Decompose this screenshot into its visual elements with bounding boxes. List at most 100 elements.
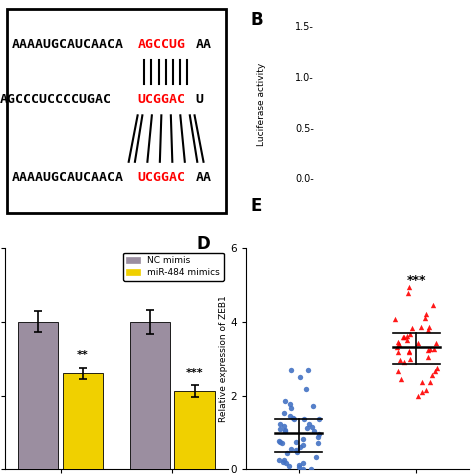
Bar	[63, 374, 103, 469]
Point	[405, 283, 413, 291]
Point	[278, 439, 286, 447]
Text: UCGGAC: UCGGAC	[137, 171, 186, 184]
Y-axis label: Relative expression of ZEB1: Relative expression of ZEB1	[219, 295, 228, 422]
Point	[277, 420, 284, 428]
Point	[429, 301, 437, 309]
Point	[282, 428, 289, 435]
Point	[392, 315, 399, 323]
Point	[292, 446, 300, 453]
Point	[394, 348, 402, 356]
Point	[431, 367, 439, 374]
Point	[286, 401, 294, 408]
Text: AAAAUGCAUCAACA: AAAAUGCAUCAACA	[11, 38, 123, 51]
Point	[299, 459, 307, 467]
Text: ***: ***	[186, 368, 203, 378]
Point	[305, 420, 312, 428]
Point	[314, 433, 322, 440]
Point	[433, 365, 441, 372]
Point	[400, 333, 408, 341]
Point	[422, 310, 430, 318]
Point	[421, 314, 429, 321]
Point	[279, 458, 287, 466]
Point	[296, 461, 303, 469]
Point	[275, 437, 283, 445]
Point	[304, 367, 311, 374]
Point	[281, 426, 289, 433]
Text: 0.0-: 0.0-	[295, 174, 314, 184]
Point	[280, 422, 287, 430]
Text: **: **	[77, 350, 89, 360]
Point	[397, 375, 405, 383]
Point	[299, 441, 307, 449]
Point	[403, 337, 410, 344]
Text: 0.5-: 0.5-	[295, 124, 314, 134]
Point	[394, 367, 402, 375]
Point	[424, 326, 432, 334]
Point	[303, 424, 310, 432]
Bar	[174, 391, 215, 469]
Point	[414, 339, 422, 347]
Point	[315, 415, 322, 423]
FancyBboxPatch shape	[7, 9, 226, 213]
Point	[290, 414, 297, 422]
Point	[276, 425, 284, 432]
Point	[293, 448, 301, 456]
Point	[308, 423, 316, 431]
Point	[281, 456, 288, 464]
Point	[287, 445, 294, 453]
Point	[405, 289, 412, 296]
Point	[300, 436, 307, 443]
Text: D: D	[197, 235, 210, 253]
Point	[407, 330, 414, 337]
Point	[430, 345, 438, 353]
Text: E: E	[250, 197, 262, 215]
Point	[415, 392, 422, 399]
Point	[424, 346, 432, 354]
Point	[403, 333, 411, 340]
Legend: NC mimis, miR-484 mimics: NC mimis, miR-484 mimics	[123, 253, 224, 281]
Point	[283, 449, 291, 457]
Point	[295, 463, 302, 471]
Point	[310, 428, 318, 435]
Point	[282, 398, 289, 405]
Point	[302, 385, 310, 392]
Point	[422, 386, 430, 394]
Text: U: U	[196, 93, 204, 106]
Point	[287, 366, 295, 374]
Point	[427, 346, 434, 353]
Point	[395, 340, 403, 348]
Point	[400, 358, 407, 366]
Point	[396, 356, 404, 364]
Point	[424, 353, 432, 361]
Text: AA: AA	[196, 171, 212, 184]
Point	[315, 430, 322, 438]
Text: AA: AA	[196, 38, 212, 51]
Point	[407, 356, 414, 363]
Point	[300, 415, 307, 422]
Point	[399, 333, 407, 340]
Text: 1.5-: 1.5-	[295, 22, 314, 32]
Text: AGCCUG: AGCCUG	[137, 38, 186, 51]
Point	[307, 465, 315, 472]
Point	[287, 404, 294, 412]
Point	[283, 459, 290, 466]
Bar	[130, 322, 170, 469]
Point	[292, 438, 300, 446]
Point	[425, 323, 433, 330]
Point	[428, 371, 436, 379]
Point	[312, 453, 320, 461]
Point	[393, 343, 401, 350]
Point	[408, 325, 415, 332]
Point	[299, 465, 307, 472]
Point	[418, 378, 425, 386]
Bar	[18, 322, 58, 469]
Point	[394, 338, 401, 346]
Point	[281, 410, 288, 417]
Point	[275, 456, 283, 464]
Point	[290, 415, 297, 423]
Point	[276, 438, 283, 446]
Text: Luciferase activity: Luciferase activity	[257, 63, 266, 146]
Point	[286, 412, 294, 419]
Point	[426, 378, 434, 386]
Text: UCGGAC: UCGGAC	[137, 93, 186, 106]
